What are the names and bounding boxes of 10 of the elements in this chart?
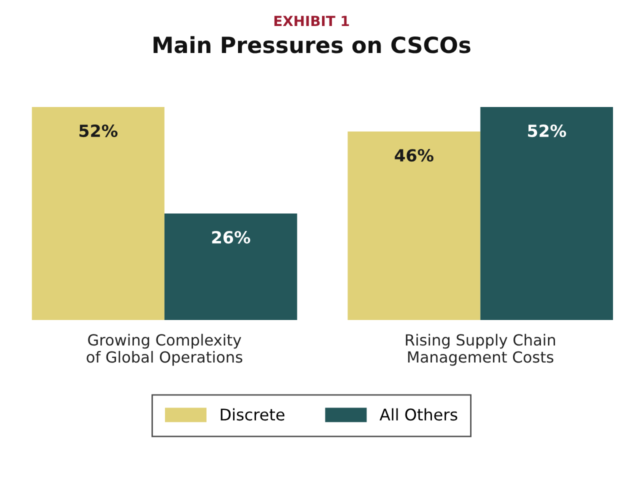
x-tick-label: Rising Supply Chain Management Costs: [406, 334, 555, 366]
data-label: 26%: [212, 230, 250, 244]
legend-label: Discrete: [220, 408, 284, 421]
data-label: 46%: [394, 149, 434, 162]
x-tick-label: Growing Complexity of Global Operations: [86, 334, 242, 366]
data-label: 52%: [79, 124, 118, 138]
data-label: 52%: [528, 124, 566, 138]
text: EXHIBIT 1: [274, 16, 349, 26]
legend-label: All Others: [380, 408, 458, 421]
chart-title: Main Pressures on CSCOs: [154, 36, 470, 54]
